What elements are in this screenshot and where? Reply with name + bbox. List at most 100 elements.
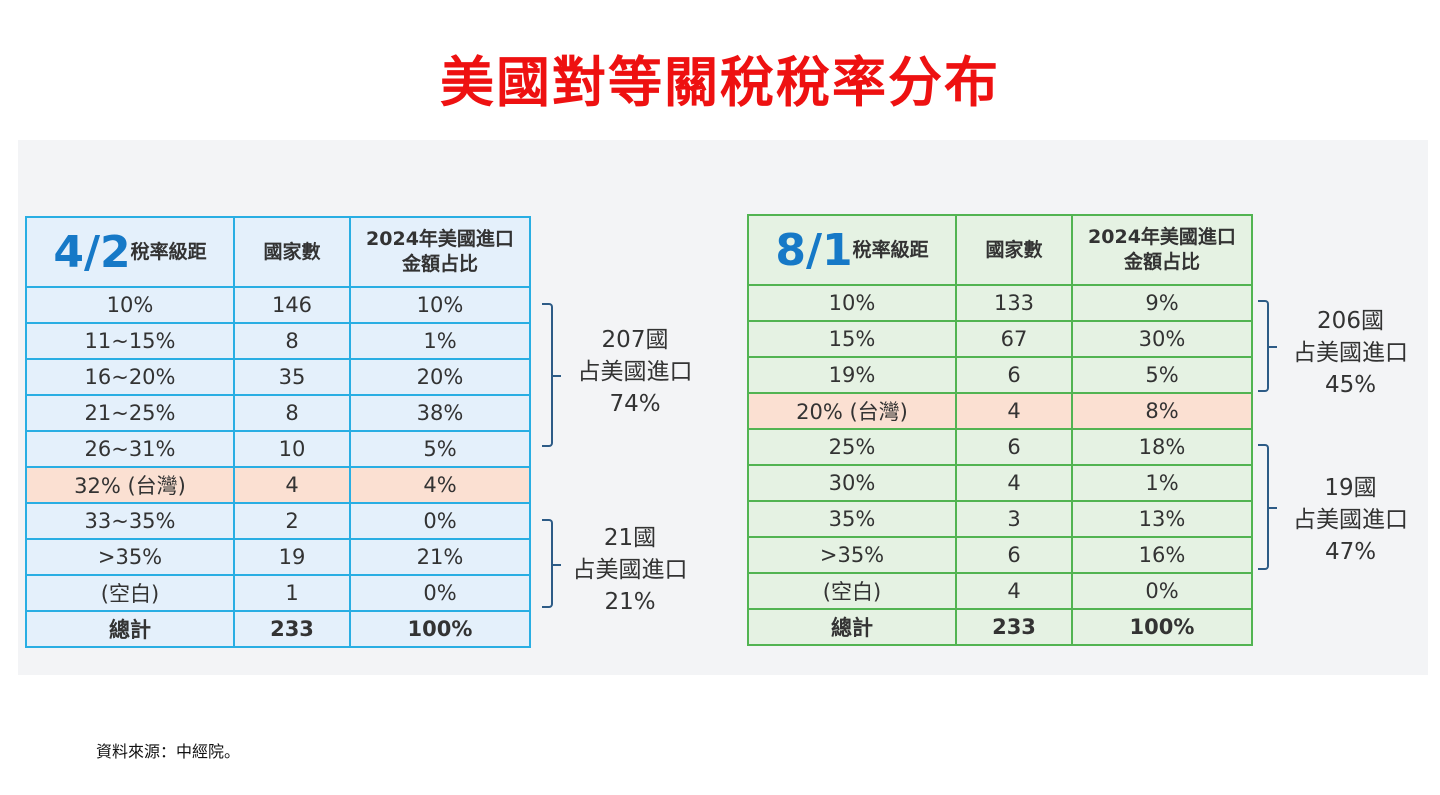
cell-rate-range: 10%: [747, 284, 957, 322]
bracket-group-low-left: [542, 303, 561, 447]
cell-country-count: 19: [233, 538, 351, 576]
table-row: 26~31% 10 5%: [25, 430, 531, 468]
table-row: 21~25% 8 38%: [25, 394, 531, 432]
cell-country-count: 4: [233, 466, 351, 504]
cell-import-share: 0%: [349, 574, 531, 612]
header-rate-range: 4/2稅率級距: [25, 216, 235, 288]
note-line: 占美國進口: [1293, 340, 1408, 366]
summary-note-right-2: 19國 占美國進口 47%: [1278, 472, 1423, 568]
summary-note-left-2: 21國 占美國進口 21%: [555, 522, 705, 618]
cell-import-share: 16%: [1071, 536, 1253, 574]
cell-rate-range: >35%: [747, 536, 957, 574]
date-label: 8/1: [775, 224, 853, 276]
table-row: 10% 133 9%: [747, 284, 1253, 322]
cell-import-share: 5%: [1071, 356, 1253, 394]
table-row: 15% 67 30%: [747, 320, 1253, 358]
cell-country-count: 146: [233, 286, 351, 324]
date-label: 4/2: [53, 226, 131, 278]
note-line: 占美國進口: [577, 359, 693, 385]
cell-country-count: 6: [955, 428, 1073, 466]
note-line: 19國: [1324, 475, 1377, 501]
table-row: 19% 6 5%: [747, 356, 1253, 394]
note-line: 74%: [609, 391, 661, 417]
cell-rate-range: 32% (台灣): [25, 466, 235, 504]
cell-rate-range: 30%: [747, 464, 957, 502]
header-share-line: 2024年美國進口: [1088, 226, 1236, 248]
bracket-group-low-right: [1258, 300, 1277, 392]
table-header-row: 8/1稅率級距 國家數 2024年美國進口 金額占比: [747, 214, 1253, 286]
cell-import-share: 1%: [349, 322, 531, 360]
cell-rate-range: 26~31%: [25, 430, 235, 468]
cell-import-share: 18%: [1071, 428, 1253, 466]
header-countries: 國家數: [955, 214, 1073, 286]
cell-import-share: 4%: [349, 466, 531, 504]
cell-rate-range: 21~25%: [25, 394, 235, 432]
cell-country-count: 67: [955, 320, 1073, 358]
note-line: 占美國進口: [1293, 507, 1408, 533]
header-countries: 國家數: [233, 216, 351, 288]
cell-total-share: 100%: [349, 610, 531, 648]
page-title: 美國對等關稅稅率分布: [440, 51, 1000, 114]
cell-rate-range: 25%: [747, 428, 957, 466]
table-total-row: 總計 233 100%: [25, 610, 531, 648]
cell-rate-range: 19%: [747, 356, 957, 394]
cell-import-share: 8%: [1071, 392, 1253, 430]
bracket-group-high-left: [542, 519, 561, 608]
header-share-line: 金額占比: [401, 253, 478, 275]
note-line: 47%: [1324, 539, 1377, 565]
source-note: 資料來源：中經院。: [96, 742, 241, 761]
cell-import-share: 5%: [349, 430, 531, 468]
table-total-row: 總計 233 100%: [747, 608, 1253, 646]
cell-import-share: 1%: [1071, 464, 1253, 502]
table-row: 32% (台灣) 4 4%: [25, 466, 531, 504]
header-share-line: 金額占比: [1123, 251, 1200, 273]
summary-note-left-1: 207國 占美國進口 74%: [560, 324, 710, 420]
cell-total-countries: 233: [233, 610, 351, 648]
cell-rate-range: (空白): [25, 574, 235, 612]
table-body: 10% 133 9% 15% 67 30% 19% 6 5% 20% (台灣) 4 8% 25% 6 18%…: [747, 284, 1253, 646]
cell-country-count: 6: [955, 536, 1073, 574]
table-row: 33~35% 2 0%: [25, 502, 531, 540]
note-line: 207國: [601, 327, 669, 353]
cell-rate-range: 20% (台灣): [747, 392, 957, 430]
header-label: 稅率級距: [852, 238, 929, 261]
table-row: 20% (台灣) 4 8%: [747, 392, 1253, 430]
cell-country-count: 3: [955, 500, 1073, 538]
cell-total-label: 總計: [25, 610, 235, 648]
table-row: 35% 3 13%: [747, 500, 1253, 538]
table-header-row: 4/2稅率級距 國家數 2024年美國進口 金額占比: [25, 216, 531, 288]
table-row: >35% 6 16%: [747, 536, 1253, 574]
table-row: 11~15% 8 1%: [25, 322, 531, 360]
cell-country-count: 8: [233, 322, 351, 360]
note-line: 21%: [604, 589, 656, 615]
header-rate-range: 8/1稅率級距: [747, 214, 957, 286]
cell-country-count: 35: [233, 358, 351, 396]
cell-country-count: 4: [955, 392, 1073, 430]
cell-rate-range: 11~15%: [25, 322, 235, 360]
cell-total-share: 100%: [1071, 608, 1253, 646]
summary-note-right-1: 206國 占美國進口 45%: [1278, 305, 1423, 401]
tariff-table-apr2: 4/2稅率級距 國家數 2024年美國進口 金額占比 10% 146 10% 11~15…: [25, 216, 531, 648]
cell-rate-range: 16~20%: [25, 358, 235, 396]
cell-country-count: 133: [955, 284, 1073, 322]
note-line: 45%: [1324, 372, 1377, 398]
cell-country-count: 6: [955, 356, 1073, 394]
cell-country-count: 2: [233, 502, 351, 540]
cell-import-share: 0%: [349, 502, 531, 540]
cell-import-share: 13%: [1071, 500, 1253, 538]
cell-country-count: 10: [233, 430, 351, 468]
bracket-group-high-right: [1258, 444, 1277, 570]
cell-import-share: 0%: [1071, 572, 1253, 610]
table-row: >35% 19 21%: [25, 538, 531, 576]
cell-total-countries: 233: [955, 608, 1073, 646]
cell-rate-range: 33~35%: [25, 502, 235, 540]
cell-import-share: 9%: [1071, 284, 1253, 322]
cell-rate-range: >35%: [25, 538, 235, 576]
cell-import-share: 21%: [349, 538, 531, 576]
note-line: 206國: [1317, 308, 1384, 334]
table-row: (空白) 4 0%: [747, 572, 1253, 610]
cell-import-share: 38%: [349, 394, 531, 432]
table-row: 30% 4 1%: [747, 464, 1253, 502]
cell-import-share: 10%: [349, 286, 531, 324]
header-import-share: 2024年美國進口 金額占比: [349, 216, 531, 288]
